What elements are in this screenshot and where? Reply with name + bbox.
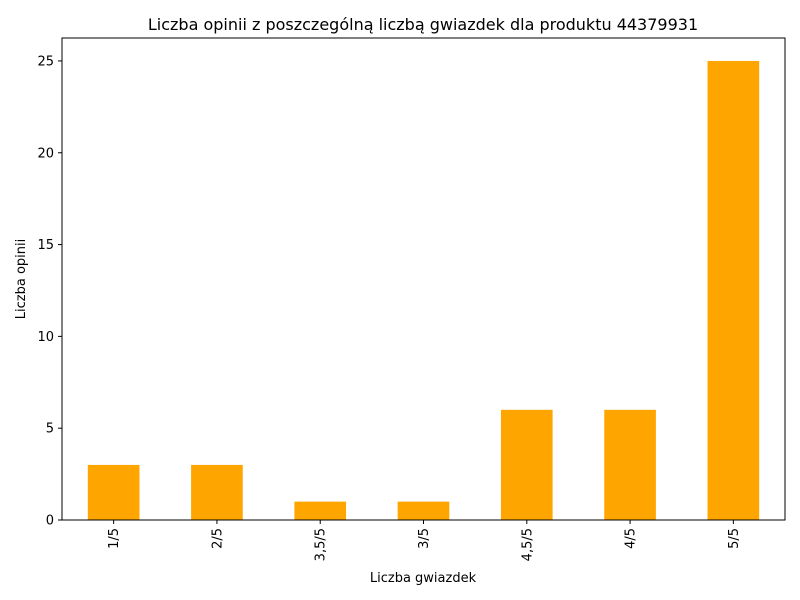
x-tick-label: 4,5/5 — [520, 528, 535, 561]
x-tick-label: 4/5 — [624, 528, 639, 549]
bar — [500, 409, 553, 520]
x-axis-label: Liczba gwiazdek — [370, 571, 477, 586]
bar — [191, 464, 243, 520]
x-tick-label: 3,5/5 — [314, 528, 329, 561]
x-tick-label: 2/5 — [210, 528, 225, 549]
x-tick-label: 3/5 — [417, 528, 432, 549]
y-tick-label: 15 — [37, 238, 54, 253]
bar — [707, 60, 760, 520]
bar — [294, 501, 347, 520]
bar — [87, 464, 140, 520]
plot-frame — [61, 37, 786, 521]
chart-title: Liczba opinii z poszczególną liczbą gwia… — [148, 15, 698, 34]
bar — [604, 409, 656, 520]
y-tick-label: 10 — [37, 330, 54, 345]
y-axis-label: Liczba opinii — [14, 239, 29, 319]
y-tick-label: 5 — [46, 422, 54, 437]
x-tick-label: 1/5 — [107, 528, 122, 549]
y-tick-label: 25 — [37, 54, 54, 69]
bar — [397, 501, 450, 520]
plot-area: 0 5 10 15 20 25 1/5 2/5 3,5/5 3/5 4,5/5 4/5 5/5 — [37, 54, 760, 561]
y-tick-label: 20 — [37, 146, 54, 161]
x-tick-label: 5/5 — [727, 528, 742, 549]
y-tick-label: 0 — [46, 514, 54, 529]
